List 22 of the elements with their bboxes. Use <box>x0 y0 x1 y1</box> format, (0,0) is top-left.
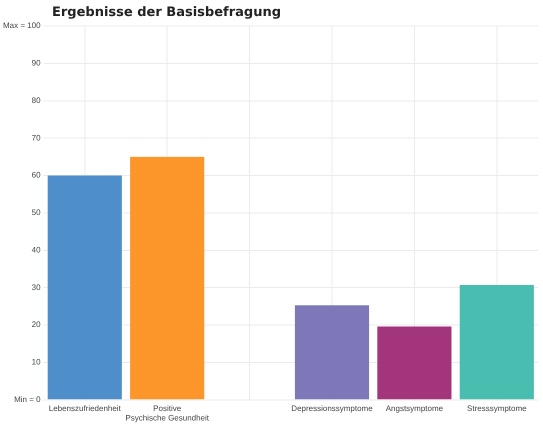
x-tick-label: Stresssymptome <box>467 404 528 413</box>
y-tick-label: 20 <box>32 320 42 330</box>
y-tick-label: 80 <box>32 96 42 105</box>
x-tick-label: Positive Psychische Gesundheit <box>125 404 210 422</box>
y-tick-label: Min = 0 <box>14 395 42 404</box>
y-tick-label: 90 <box>32 58 42 68</box>
y-tick-label: 10 <box>32 358 42 367</box>
y-tick-label: 30 <box>32 282 42 292</box>
y-tick-label: 60 <box>32 170 42 180</box>
bar <box>130 156 204 400</box>
y-tick-label: 70 <box>32 133 42 142</box>
y-tick-label: 50 <box>32 208 42 218</box>
bar <box>377 326 452 400</box>
x-tick-label: Depressionssymptome <box>291 404 374 413</box>
x-tick-label: Angstsymptome <box>386 404 444 413</box>
bar <box>460 285 534 400</box>
chart-title: Ergebnisse der Basisbefragung <box>52 5 282 20</box>
y-tick-label: 40 <box>32 245 42 254</box>
bar <box>294 305 370 400</box>
x-tick-label: Lebenszufriedenheit <box>48 404 122 413</box>
bar <box>48 176 122 400</box>
y-tick-label: Max = 100 <box>3 21 42 30</box>
